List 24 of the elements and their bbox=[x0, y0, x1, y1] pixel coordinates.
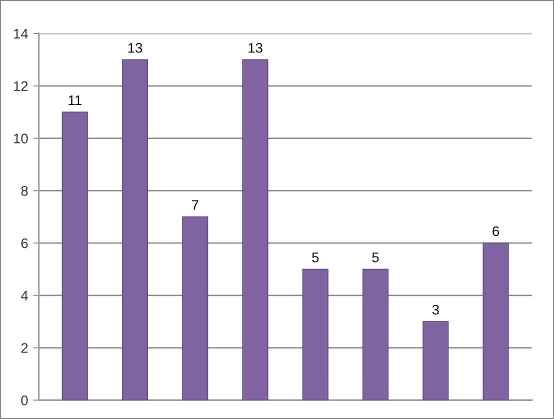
y-tick-label: 12 bbox=[14, 81, 28, 91]
y-tick-label: 4 bbox=[20, 290, 28, 300]
data-label: 11 bbox=[68, 95, 82, 106]
bar bbox=[302, 268, 328, 400]
data-label: 7 bbox=[192, 200, 198, 210]
y-tick-label: 8 bbox=[21, 186, 28, 196]
bar bbox=[182, 216, 208, 400]
data-label: 13 bbox=[128, 42, 142, 53]
y-tick-label: 10 bbox=[14, 134, 28, 144]
bar bbox=[362, 268, 389, 400]
data-label: 5 bbox=[312, 252, 319, 262]
y-tick-label: 2 bbox=[21, 343, 28, 353]
bar bbox=[422, 321, 449, 400]
data-label: 6 bbox=[492, 226, 500, 236]
bar bbox=[242, 59, 268, 400]
y-tick-label: 6 bbox=[21, 238, 28, 248]
data-label: 5 bbox=[372, 252, 379, 262]
y-tick-label: 0 bbox=[21, 395, 28, 406]
data-label: 3 bbox=[432, 304, 439, 315]
y-tick-label: 14 bbox=[14, 28, 28, 39]
bar bbox=[62, 112, 88, 400]
data-label: 13 bbox=[248, 42, 262, 53]
bar bbox=[482, 242, 509, 400]
bar bbox=[122, 59, 148, 400]
